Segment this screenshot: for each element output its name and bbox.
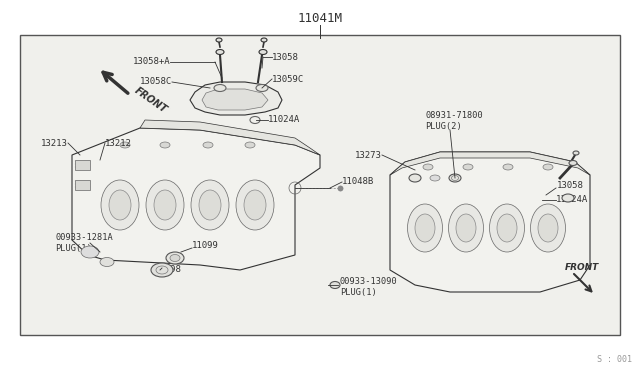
- Text: 00933-1281A: 00933-1281A: [55, 234, 113, 243]
- Ellipse shape: [423, 164, 433, 170]
- Text: 11041M: 11041M: [298, 12, 342, 25]
- Ellipse shape: [100, 257, 114, 266]
- Ellipse shape: [109, 190, 131, 220]
- Text: 11099: 11099: [192, 241, 219, 250]
- Ellipse shape: [191, 180, 229, 230]
- Ellipse shape: [256, 84, 268, 92]
- Polygon shape: [390, 152, 590, 292]
- Ellipse shape: [261, 38, 267, 42]
- Text: 13059C: 13059C: [272, 74, 304, 83]
- Text: PLUG(1): PLUG(1): [340, 288, 377, 296]
- Ellipse shape: [236, 180, 274, 230]
- Ellipse shape: [490, 204, 525, 252]
- Ellipse shape: [170, 254, 180, 262]
- Ellipse shape: [330, 282, 340, 289]
- Ellipse shape: [81, 246, 99, 258]
- Ellipse shape: [449, 204, 483, 252]
- Ellipse shape: [245, 142, 255, 148]
- Ellipse shape: [573, 151, 579, 155]
- Polygon shape: [72, 128, 320, 270]
- Ellipse shape: [531, 204, 566, 252]
- Ellipse shape: [497, 214, 517, 242]
- Text: 11024A: 11024A: [268, 115, 300, 125]
- Ellipse shape: [562, 194, 574, 202]
- Polygon shape: [75, 180, 90, 190]
- Ellipse shape: [101, 180, 139, 230]
- Ellipse shape: [543, 164, 553, 170]
- Ellipse shape: [214, 84, 226, 92]
- Ellipse shape: [120, 142, 130, 148]
- Ellipse shape: [569, 160, 577, 166]
- Ellipse shape: [538, 214, 558, 242]
- Text: S : 001: S : 001: [597, 355, 632, 364]
- Text: FRONT: FRONT: [565, 263, 599, 273]
- Text: 13058C: 13058C: [140, 77, 172, 87]
- Text: 13212: 13212: [105, 138, 132, 148]
- Ellipse shape: [449, 174, 461, 182]
- Ellipse shape: [415, 214, 435, 242]
- Text: 00933-13090: 00933-13090: [340, 278, 397, 286]
- Text: 13273: 13273: [355, 151, 382, 160]
- Ellipse shape: [154, 190, 176, 220]
- Bar: [20, 35, 620, 335]
- Polygon shape: [140, 120, 320, 155]
- Ellipse shape: [166, 252, 184, 264]
- Polygon shape: [190, 82, 282, 115]
- Ellipse shape: [456, 214, 476, 242]
- Polygon shape: [75, 160, 90, 170]
- Ellipse shape: [409, 174, 421, 182]
- Ellipse shape: [463, 164, 473, 170]
- Ellipse shape: [216, 49, 224, 55]
- Text: PLUG(1): PLUG(1): [55, 244, 92, 253]
- Ellipse shape: [216, 38, 222, 42]
- Text: 13213: 13213: [41, 138, 68, 148]
- Ellipse shape: [430, 175, 440, 181]
- Text: 08931-71800: 08931-71800: [425, 112, 483, 121]
- Polygon shape: [202, 89, 268, 110]
- Text: 11098: 11098: [155, 266, 182, 275]
- Text: FRONT: FRONT: [133, 85, 169, 115]
- Ellipse shape: [503, 164, 513, 170]
- Ellipse shape: [244, 190, 266, 220]
- Ellipse shape: [160, 142, 170, 148]
- Ellipse shape: [199, 190, 221, 220]
- Polygon shape: [390, 152, 590, 175]
- Ellipse shape: [151, 263, 173, 277]
- Ellipse shape: [259, 49, 267, 55]
- Text: 11024A: 11024A: [556, 196, 588, 205]
- Text: 13058+A: 13058+A: [132, 58, 170, 67]
- Ellipse shape: [408, 204, 442, 252]
- Ellipse shape: [203, 142, 213, 148]
- Text: 13058: 13058: [272, 52, 299, 61]
- Ellipse shape: [146, 180, 184, 230]
- Text: PLUG(2): PLUG(2): [425, 122, 461, 131]
- Text: 13058: 13058: [557, 182, 584, 190]
- Text: 11048B: 11048B: [342, 177, 374, 186]
